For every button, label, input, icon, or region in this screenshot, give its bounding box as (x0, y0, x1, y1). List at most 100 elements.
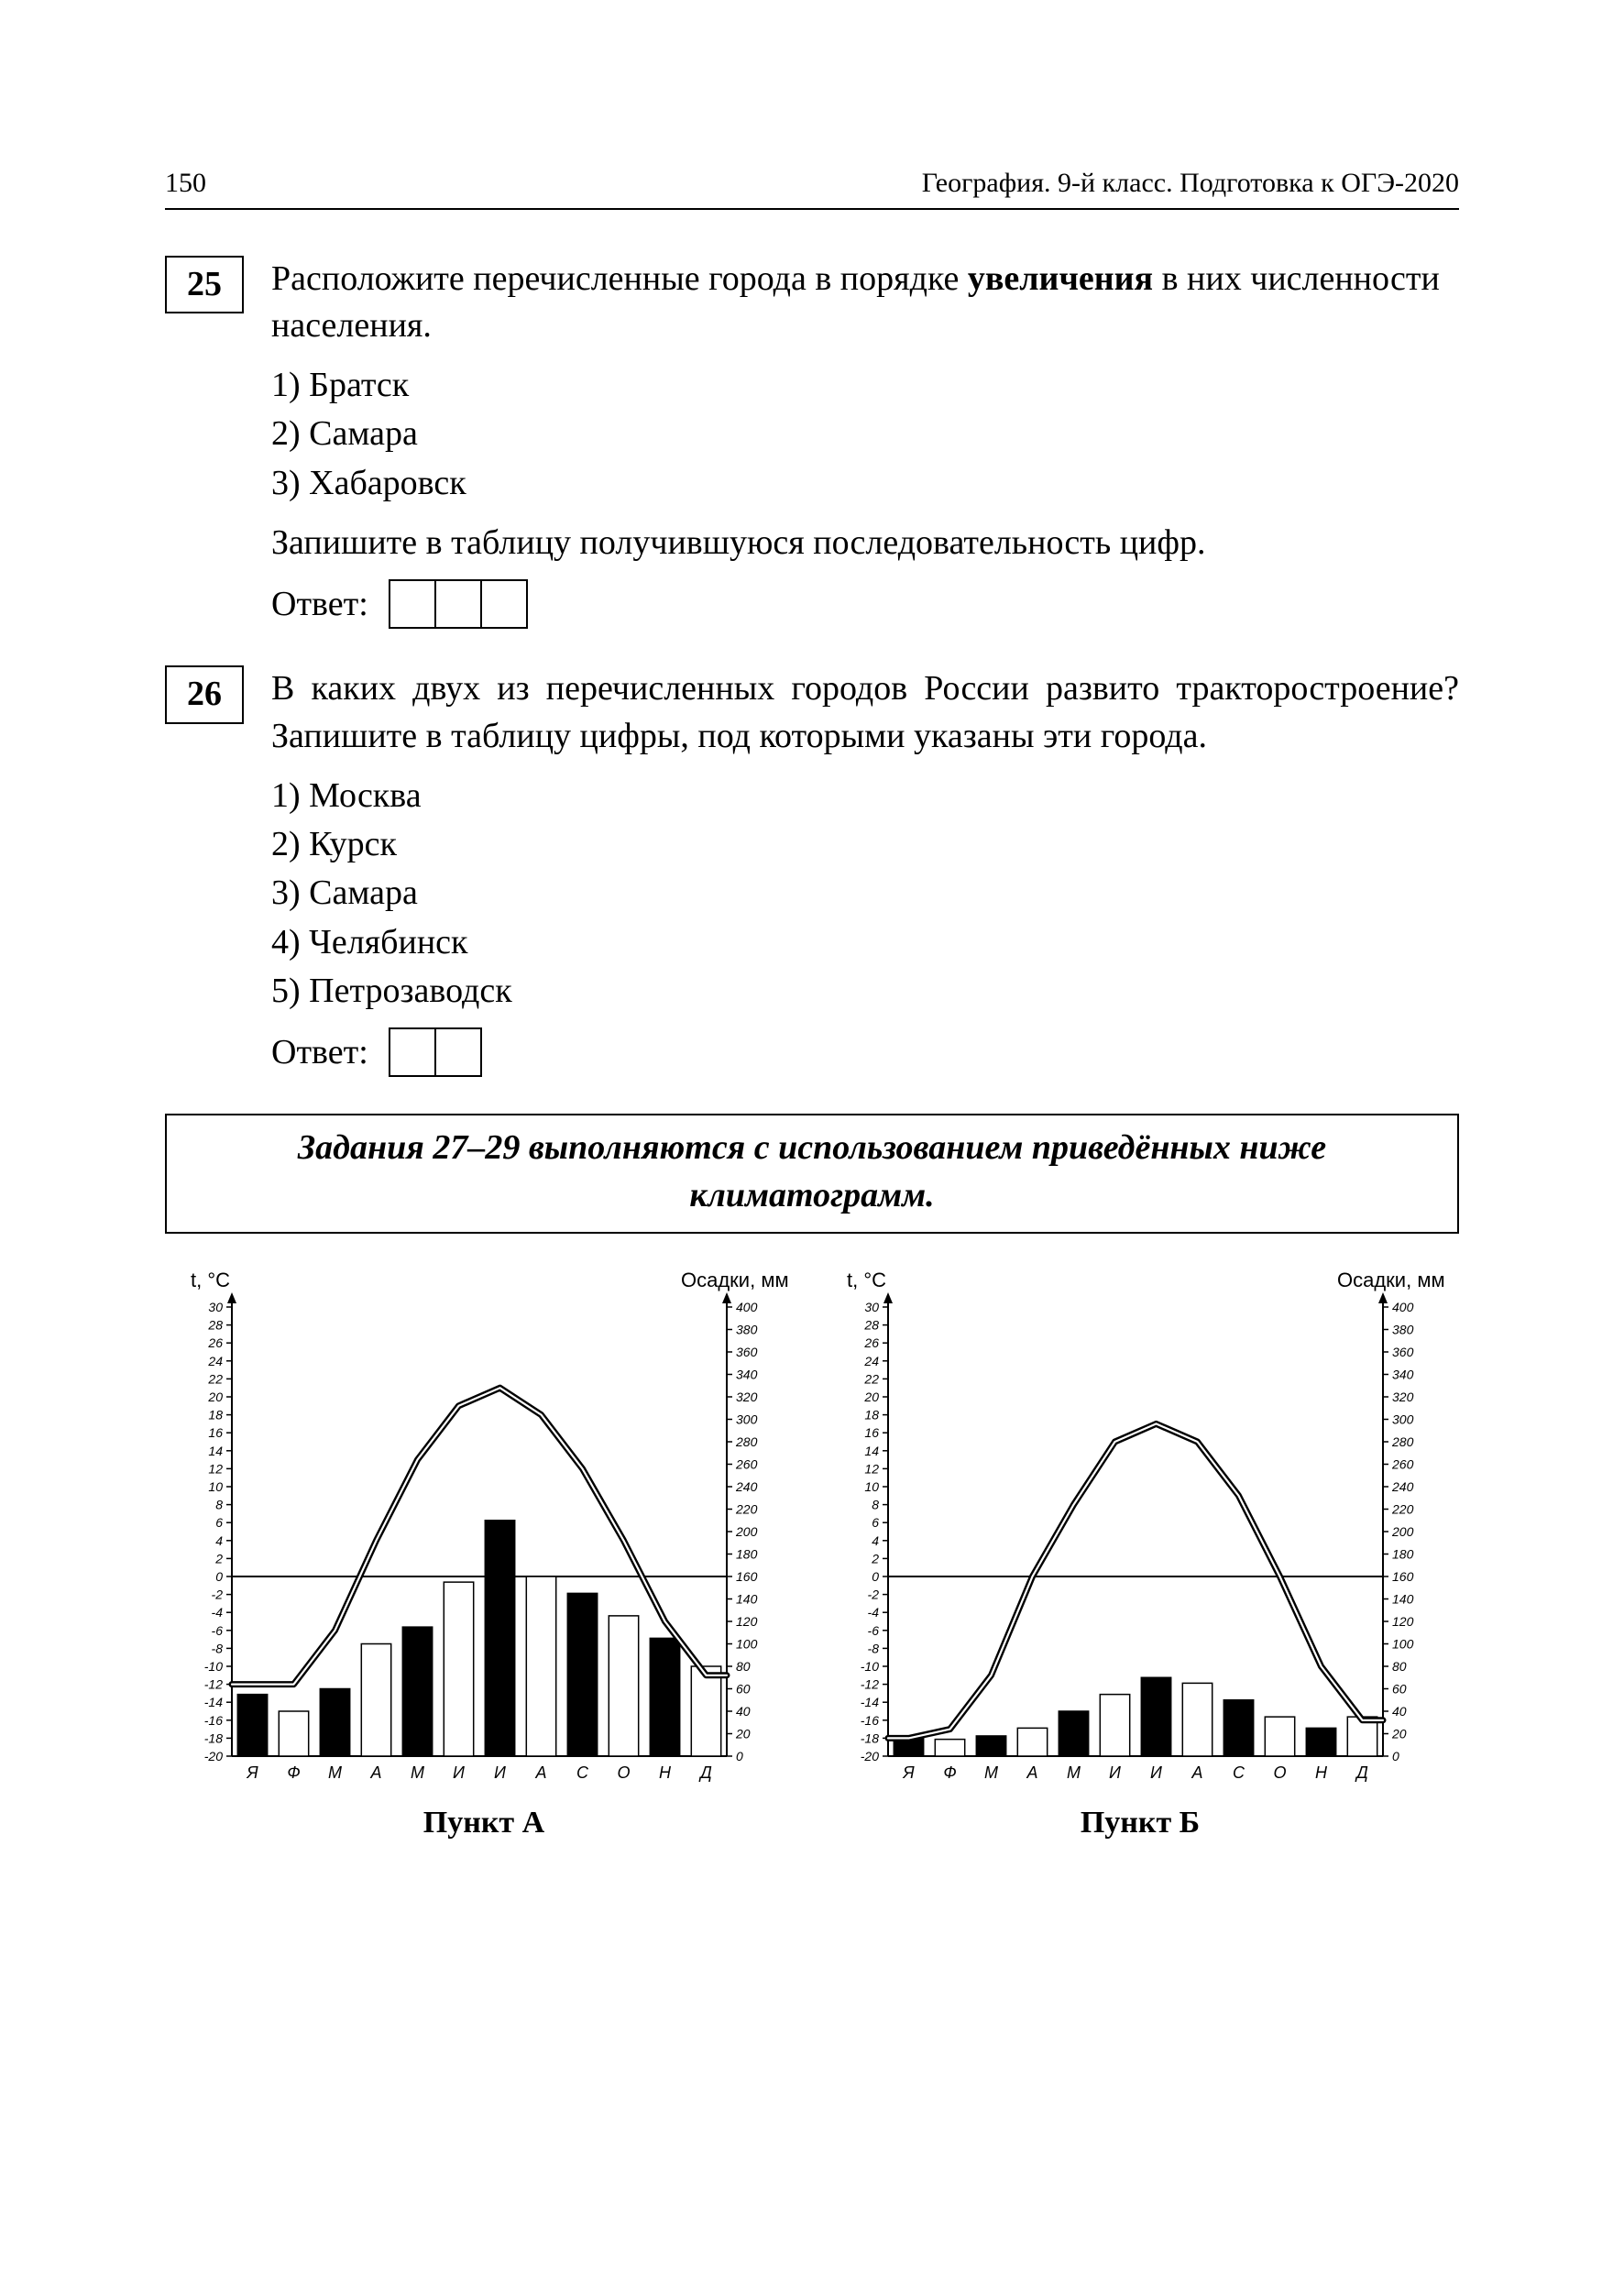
answer-boxes (389, 1027, 482, 1077)
svg-text:-20: -20 (861, 1749, 879, 1763)
svg-text:А: А (1026, 1763, 1037, 1782)
svg-text:140: 140 (1392, 1591, 1414, 1606)
answer-boxes (389, 579, 528, 629)
svg-text:20: 20 (207, 1390, 223, 1404)
option: 4) Челябинск (271, 919, 1459, 966)
svg-text:14: 14 (208, 1444, 223, 1458)
answer-cell[interactable] (389, 1027, 436, 1077)
task-body: Расположите перечисленные города в поряд… (271, 256, 1459, 630)
svg-text:Н: Н (1315, 1763, 1328, 1782)
svg-text:24: 24 (863, 1354, 879, 1368)
svg-text:20: 20 (863, 1390, 879, 1404)
svg-text:И: И (1150, 1763, 1162, 1782)
svg-text:А: А (369, 1763, 381, 1782)
answer-cell[interactable] (480, 579, 528, 629)
svg-text:Я: Я (246, 1763, 258, 1782)
svg-text:30: 30 (864, 1300, 879, 1314)
svg-text:И: И (1109, 1763, 1121, 1782)
svg-text:400: 400 (1392, 1300, 1414, 1314)
svg-text:-18: -18 (204, 1730, 223, 1745)
svg-text:12: 12 (864, 1461, 879, 1476)
book-title: География. 9-й класс. Подготовка к ОГЭ-2… (922, 165, 1459, 203)
svg-text:-10: -10 (861, 1659, 879, 1674)
svg-text:24: 24 (207, 1354, 223, 1368)
svg-text:-16: -16 (204, 1713, 223, 1728)
task-text: Расположите перечисленные города в поряд… (271, 256, 1459, 350)
svg-text:Ф: Ф (287, 1763, 300, 1782)
svg-text:260: 260 (735, 1456, 758, 1471)
svg-text:Я: Я (902, 1763, 915, 1782)
svg-text:О: О (1273, 1763, 1286, 1782)
answer-row: Ответ: (271, 579, 1459, 629)
svg-text:220: 220 (735, 1501, 758, 1516)
svg-text:28: 28 (863, 1318, 879, 1333)
instruction-box: Задания 27–29 выполняются с использовани… (165, 1114, 1459, 1234)
task-instruction: Запишите в таблицу получившуюся последов… (271, 520, 1459, 566)
svg-text:180: 180 (1392, 1546, 1414, 1561)
svg-text:2: 2 (871, 1551, 879, 1565)
svg-text:200: 200 (735, 1524, 758, 1539)
task-25: 25 Расположите перечисленные города в по… (165, 256, 1459, 630)
svg-text:0: 0 (215, 1569, 223, 1584)
instruction-line: Задания 27–29 выполняются с использовани… (298, 1128, 1326, 1167)
svg-text:300: 300 (1392, 1412, 1414, 1426)
svg-text:40: 40 (1392, 1704, 1407, 1719)
svg-text:280: 280 (1391, 1434, 1414, 1449)
svg-text:100: 100 (1392, 1636, 1414, 1651)
svg-text:М: М (984, 1763, 998, 1782)
svg-text:20: 20 (735, 1726, 751, 1741)
svg-text:100: 100 (736, 1636, 758, 1651)
svg-text:240: 240 (735, 1479, 758, 1494)
svg-text:6: 6 (215, 1515, 223, 1530)
svg-text:И: И (494, 1763, 506, 1782)
page-number: 150 (165, 165, 206, 203)
chart-b-cell: t, °CОсадки, мм-20-18-16-14-12-10-8-6-4-… (821, 1261, 1459, 1844)
options-list: 1) Москва 2) Курск 3) Самара 4) Челябинс… (271, 773, 1459, 1015)
svg-text:2: 2 (214, 1551, 223, 1565)
svg-text:А: А (534, 1763, 546, 1782)
svg-text:220: 220 (1391, 1501, 1414, 1516)
svg-text:28: 28 (207, 1318, 223, 1333)
svg-text:-6: -6 (868, 1623, 880, 1638)
svg-text:-8: -8 (868, 1641, 880, 1655)
svg-text:10: 10 (208, 1479, 223, 1494)
answer-label: Ответ: (271, 1029, 368, 1076)
svg-text:340: 340 (1392, 1367, 1414, 1381)
svg-text:0: 0 (872, 1569, 879, 1584)
answer-cell[interactable] (434, 579, 482, 629)
svg-text:Ф: Ф (943, 1763, 956, 1782)
svg-text:16: 16 (864, 1425, 879, 1440)
svg-text:-16: -16 (861, 1713, 879, 1728)
svg-text:М: М (328, 1763, 342, 1782)
answer-label: Ответ: (271, 581, 368, 628)
svg-text:18: 18 (208, 1408, 223, 1423)
option: 2) Курск (271, 821, 1459, 868)
charts-row: t, °CОсадки, мм-20-18-16-14-12-10-8-6-4-… (165, 1261, 1459, 1844)
answer-cell[interactable] (389, 579, 436, 629)
svg-text:-4: -4 (212, 1605, 224, 1620)
svg-text:320: 320 (1392, 1390, 1414, 1404)
option: 1) Москва (271, 773, 1459, 819)
task-26: 26 В каких двух из перечисленных городов… (165, 665, 1459, 1077)
svg-text:30: 30 (208, 1300, 223, 1314)
svg-text:380: 380 (1392, 1322, 1414, 1336)
svg-text:-18: -18 (861, 1730, 879, 1745)
svg-text:22: 22 (207, 1371, 223, 1386)
svg-text:320: 320 (736, 1390, 758, 1404)
svg-text:-10: -10 (204, 1659, 223, 1674)
svg-text:0: 0 (1392, 1749, 1399, 1763)
svg-text:t, °C: t, °C (847, 1269, 886, 1291)
answer-cell[interactable] (434, 1027, 482, 1077)
svg-text:26: 26 (207, 1335, 223, 1350)
svg-text:-8: -8 (212, 1641, 224, 1655)
task-number-box: 26 (165, 665, 244, 723)
page-header: 150 География. 9-й класс. Подготовка к О… (165, 165, 1459, 210)
svg-text:-14: -14 (204, 1695, 223, 1709)
svg-text:С: С (576, 1763, 589, 1782)
chart-caption: Пункт Б (821, 1802, 1459, 1844)
svg-text:280: 280 (735, 1434, 758, 1449)
svg-text:-2: -2 (212, 1587, 224, 1602)
svg-text:12: 12 (208, 1461, 223, 1476)
svg-text:140: 140 (736, 1591, 758, 1606)
option: 2) Самара (271, 411, 1459, 457)
